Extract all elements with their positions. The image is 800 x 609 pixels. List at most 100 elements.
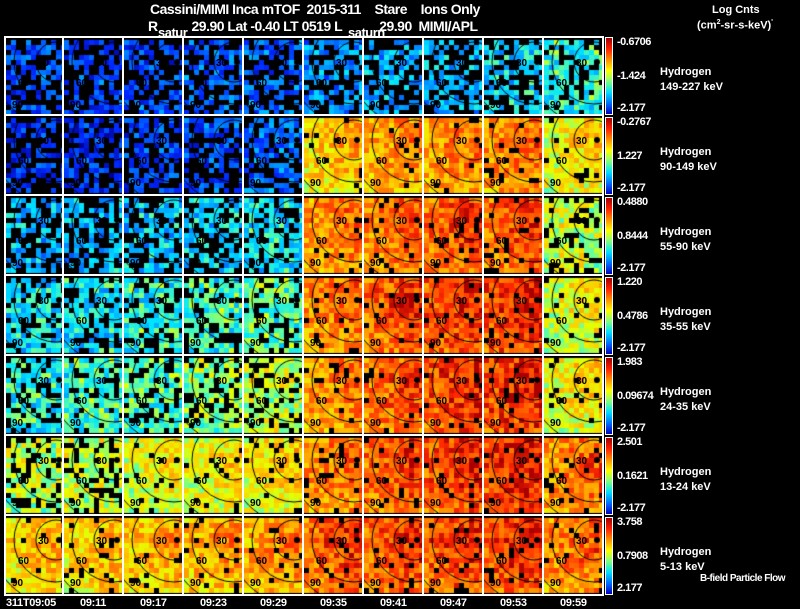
time-label: 09:17 — [140, 597, 167, 609]
panel-image — [64, 356, 122, 434]
arc-label: 30 — [516, 296, 528, 307]
image-panel: 30 60 90 — [124, 196, 184, 276]
energy-range: 35-55 keV — [660, 321, 711, 333]
arc-label: 90 — [490, 100, 502, 111]
arc-label: 90 — [550, 178, 562, 189]
colorbar-mid-label: 0.4786 — [617, 310, 648, 322]
arc-label: 30 — [156, 216, 168, 227]
image-panel: 30 60 90 — [244, 276, 304, 356]
energy-range: 5-13 keV — [660, 561, 705, 573]
panel-image — [184, 116, 242, 194]
panel-image — [184, 356, 242, 434]
units-sup: 2 — [716, 19, 721, 26]
arc-label: 90 — [70, 418, 82, 429]
image-panel: 30 60 90 — [304, 516, 364, 596]
panel-image — [424, 38, 482, 114]
arc-label: 30 — [576, 456, 588, 467]
arc-label: 90 — [550, 498, 562, 509]
arc-label: 90 — [130, 100, 142, 111]
arc-label: 30 — [216, 58, 228, 69]
arc-label: 30 — [156, 136, 168, 147]
image-panel: 30 60 90 — [64, 116, 124, 196]
arc-label: 30 — [38, 376, 50, 387]
arc-label: 30 — [96, 216, 108, 227]
arc-label: 30 — [516, 58, 528, 69]
arc-label: 30 — [38, 136, 50, 147]
arc-label: 60 — [436, 476, 448, 487]
panel-image — [304, 436, 362, 514]
panel-image — [6, 196, 62, 274]
arc-label: 30 — [396, 536, 408, 547]
arc-label: 30 — [396, 456, 408, 467]
arc-label: 30 — [456, 376, 468, 387]
arc-label: 30 — [336, 456, 348, 467]
arc-label: 60 — [136, 556, 148, 567]
arc-label: 90 — [310, 178, 322, 189]
arc-label: 90 — [190, 498, 202, 509]
arc-label: 60 — [196, 476, 208, 487]
panel-image — [184, 436, 242, 514]
arc-label: 30 — [276, 376, 288, 387]
arc-label: 30 — [96, 296, 108, 307]
colorbar-max-label: 3.758 — [617, 516, 643, 528]
arc-label: 30 — [38, 216, 50, 227]
time-label: 09:53 — [500, 597, 527, 609]
panel-image — [424, 356, 482, 434]
arc-label: 60 — [256, 156, 268, 167]
panel-image — [64, 38, 122, 114]
saturn-label: satur — [158, 25, 188, 40]
image-panel: 30 60 90 — [304, 196, 364, 276]
arc-label: 30 — [576, 136, 588, 147]
species-name: Hydrogen — [660, 306, 712, 318]
image-panel: 30 60 90 — [64, 196, 124, 276]
panel-image — [484, 516, 542, 594]
image-panel: 30 60 90 — [244, 356, 304, 436]
panel-image — [244, 196, 302, 274]
time-label: 09:23 — [200, 597, 227, 609]
image-panel: 30 60 90 — [424, 116, 484, 196]
arc-label: 90 — [70, 498, 82, 509]
arc-label: 30 — [276, 296, 288, 307]
panel-image — [64, 276, 122, 354]
arc-label: 30 — [336, 136, 348, 147]
arc-label: 30 — [456, 456, 468, 467]
arc-label: 90 — [250, 178, 262, 189]
panel-image — [304, 196, 362, 274]
arc-label: 30 — [96, 58, 108, 69]
arc-label: 60 — [376, 316, 388, 327]
arc-label: 90 — [250, 100, 262, 111]
image-panel: 30 60 90 — [6, 516, 64, 596]
image-panel: 30 60 90 — [484, 436, 544, 516]
panel-image — [244, 38, 302, 114]
arc-label: 90 — [370, 100, 382, 111]
arc-label: 90 — [310, 100, 322, 111]
panel-image — [6, 356, 62, 434]
image-panel: 30 60 90 — [244, 196, 304, 276]
colorbar-max-label: 2.501 — [617, 436, 643, 448]
arc-label: 90 — [190, 258, 202, 269]
panel-image — [484, 116, 542, 194]
arc-label: 30 — [96, 376, 108, 387]
image-panel: 30 60 90 — [244, 436, 304, 516]
arc-label: 60 — [136, 78, 148, 89]
arc-label: 30 — [156, 376, 168, 387]
arc-label: 30 — [576, 376, 588, 387]
colorbar — [605, 37, 613, 115]
image-panel: 30 60 90 — [6, 116, 64, 196]
arc-label: 90 — [550, 578, 562, 589]
panel-image — [484, 436, 542, 514]
panel-image — [244, 276, 302, 354]
panel-image — [64, 436, 122, 514]
arc-label: 60 — [556, 236, 568, 247]
image-panel: 30 60 90 — [364, 116, 424, 196]
colorbar-min-label: -2.177 — [617, 182, 646, 194]
arc-label: 60 — [316, 556, 328, 567]
arc-label: 90 — [12, 578, 24, 589]
image-panel: 30 60 90 — [124, 436, 184, 516]
arc-label: 30 — [576, 216, 588, 227]
arc-label: 90 — [70, 338, 82, 349]
panel-image — [304, 516, 362, 594]
arc-label: 60 — [556, 316, 568, 327]
arc-label: 90 — [310, 258, 322, 269]
species-label: Hydrogen 149-227 keV — [660, 65, 723, 95]
